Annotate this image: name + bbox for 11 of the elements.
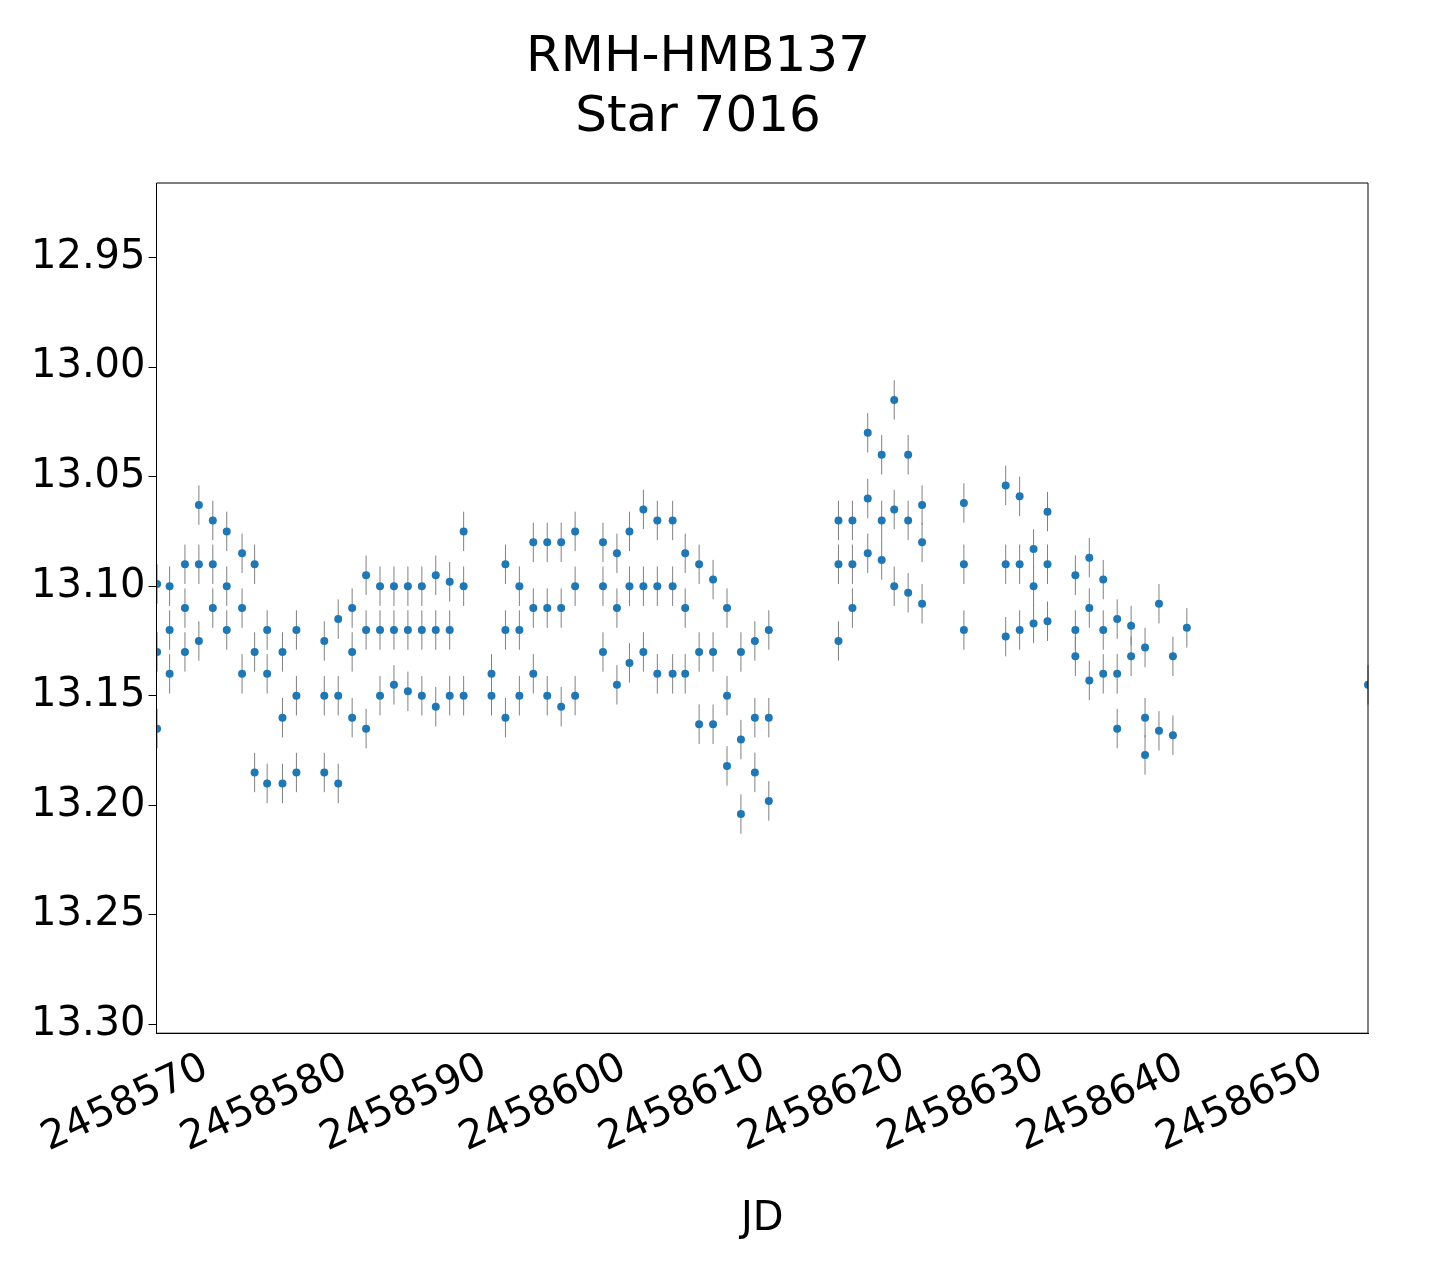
y-tick-label: 13.25 bbox=[31, 888, 146, 935]
y-tick-label: 13.15 bbox=[31, 669, 146, 716]
y-tick-label: 13.00 bbox=[31, 340, 146, 387]
x-axis-title: JD bbox=[737, 1193, 784, 1240]
y-tick-label: 12.95 bbox=[31, 230, 146, 277]
y-tick-label: 13.20 bbox=[31, 778, 146, 825]
y-tick-label: 13.30 bbox=[31, 997, 146, 1044]
chart-title: RMH-HMB137 bbox=[526, 24, 870, 83]
y-tick-label: 13.05 bbox=[31, 450, 146, 497]
y-tick-label: 13.10 bbox=[31, 559, 146, 606]
chart-subtitle: Star 7016 bbox=[575, 84, 821, 143]
